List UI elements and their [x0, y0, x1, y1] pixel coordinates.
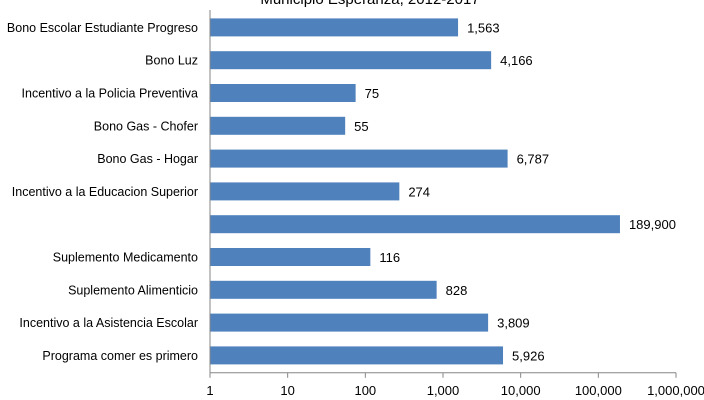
category-label-2: Incentivo a la Policia Preventiva [22, 87, 199, 101]
x-tick-label-6: 1,000,000 [647, 383, 704, 398]
x-tick-label-3: 1,000 [427, 383, 460, 398]
value-label-4: 6,787 [517, 152, 550, 167]
value-label-5: 274 [408, 184, 430, 199]
value-label-3: 55 [354, 119, 368, 134]
category-label-10: Programa comer es primero [42, 349, 198, 363]
value-label-8: 828 [446, 283, 468, 298]
category-labels: Bono Escolar Estudiante Progreso Bono Luz… [7, 21, 198, 363]
bar-8 [210, 280, 437, 299]
bar-1 [210, 51, 492, 70]
x-tick-label-4: 10,000 [501, 383, 541, 398]
value-label-1: 4,166 [500, 53, 533, 68]
value-labels: 1,563 4,166 75 55 6,787 274 189,900 116 828 3,809… [354, 20, 676, 363]
bar-5 [210, 182, 400, 201]
x-tick-label-0: 1 [206, 383, 213, 398]
category-label-3: Bono Gas - Chofer [94, 119, 198, 133]
category-label-5: Incentivo a la Educacion Superior [12, 185, 198, 199]
value-label-9: 3,809 [497, 316, 530, 331]
category-label-9: Incentivo a la Asistencia Escolar [19, 316, 198, 330]
value-label-2: 75 [365, 86, 379, 101]
bar-10 [210, 346, 504, 365]
bars-group [210, 18, 620, 365]
x-tick-label-5: 100,000 [575, 383, 622, 398]
value-label-7: 116 [379, 250, 400, 265]
value-label-6: 189,900 [629, 217, 676, 232]
x-tick-label-2: 100 [354, 383, 376, 398]
category-label-4: Bono Gas - Hogar [97, 152, 198, 166]
bar-4 [210, 149, 508, 168]
x-tick-label-1: 10 [280, 383, 294, 398]
category-label-7: Suplemento Medicamento [53, 251, 198, 265]
category-label-1: Bono Luz [145, 54, 198, 68]
bar-3 [210, 116, 346, 135]
x-axis-ticks: 1 10 100 1,000 10,000 100,000 1,000,000 [206, 372, 704, 398]
category-label-8: Suplemento Alimenticio [68, 283, 198, 297]
value-label-0: 1,563 [467, 20, 500, 35]
bar-9 [210, 313, 489, 332]
bar-6 [210, 215, 620, 234]
bar-7 [210, 248, 371, 266]
bar-2 [210, 84, 356, 102]
chart-title: Municipio Esperanza, 2012-2017 [260, 0, 479, 8]
value-label-10: 5,926 [512, 348, 545, 363]
category-label-0: Bono Escolar Estudiante Progreso [7, 21, 198, 35]
bar-0 [210, 18, 459, 37]
